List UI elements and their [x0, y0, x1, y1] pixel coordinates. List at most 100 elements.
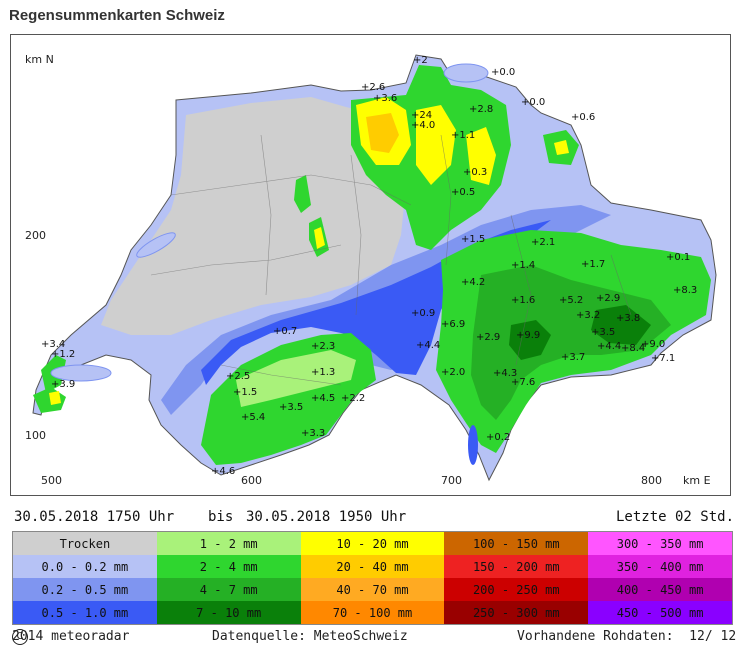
rain-value-label: +4.3: [493, 368, 517, 379]
rain-value-label: +3.2: [576, 310, 600, 321]
dark-green-east: [471, 265, 671, 420]
rain-value-label: +0.0: [491, 67, 515, 78]
yellow-cell-geneva: [49, 391, 61, 405]
rain-value-label: +2.3: [311, 341, 335, 352]
legend-cell: 2 - 4 mm: [156, 555, 301, 578]
legend-cell: 350 - 400 mm: [588, 555, 732, 578]
rain-value-label: +9.9: [516, 330, 540, 341]
rain-value-label: +0.0: [521, 97, 545, 108]
rain-value-label: +1.3: [311, 367, 335, 378]
rain-value-label: +0.3: [463, 167, 487, 178]
y-tick-100: 100: [25, 429, 46, 442]
legend-cell: 0.2 - 0.5 mm: [13, 578, 157, 601]
rain-value-label: +8.3: [673, 285, 697, 296]
rain-value-label: +7.1: [651, 353, 675, 364]
yellow-cell-north-3: [466, 127, 496, 185]
switzerland-map-svg: km N km E 200 100 500 600 700 800 +2 +0.0…: [25, 53, 717, 487]
rain-value-label: +2.6: [361, 82, 385, 93]
rain-value-label: +4.4: [416, 340, 440, 351]
rain-value-label: +2.2: [341, 393, 365, 404]
lake-neuchatel: [136, 232, 176, 258]
legend-cell: 300 - 350 mm: [588, 532, 732, 555]
time-period: Letzte 02 Std.: [616, 509, 735, 525]
legend-cell: 250 - 300 mm: [444, 601, 589, 624]
rain-value-label: +9.0: [641, 339, 665, 350]
dry-area-west: [101, 97, 406, 335]
legend-cell: 100 - 150 mm: [444, 532, 589, 555]
canton-borders: [150, 134, 632, 386]
rain-value-label: +0.1: [666, 252, 690, 263]
legend-cell: 20 - 40 mm: [300, 555, 445, 578]
legend-cell: 40 - 70 mm: [300, 578, 445, 601]
rain-value-label: +2.9: [476, 332, 500, 343]
rain-value-label: +4.4: [597, 341, 621, 352]
copyright-text: 2014 meteoradar: [12, 629, 130, 644]
x-tick-600: 600: [241, 474, 262, 487]
legend-cell: 10 - 20 mm: [300, 532, 445, 555]
rain-value-label: +0.5: [451, 187, 475, 198]
rain-value-label: +1.5: [233, 387, 257, 398]
copyright-icon: C: [12, 629, 28, 645]
time-separator: bis: [208, 509, 234, 525]
rain-value-label: +1.5: [461, 234, 485, 245]
rain-value-label: +1.7: [581, 259, 605, 270]
rain-value-label: +8.4: [621, 343, 645, 354]
x-tick-700: 700: [441, 474, 462, 487]
rain-value-label: +3.5: [591, 327, 615, 338]
rain-value-label: +3.8: [616, 313, 640, 324]
rain-value-label: +1.1: [451, 130, 475, 141]
rain-value-label: +2.5: [226, 371, 250, 382]
rain-value-labels: +2 +0.0 +2.6+3.6 +24+4.0 +2.8 +1.1 +0.0 +0.3 +0.…: [41, 55, 697, 477]
rain-map: km N km E 200 100 500 600 700 800 +2 +0.0…: [10, 34, 731, 496]
rain-value-label: +5.2: [559, 295, 583, 306]
legend-cell: 0.0 - 0.2 mm: [13, 555, 157, 578]
legend-cell: Trocken: [13, 532, 157, 555]
legend-cell: 400 - 450 mm: [588, 578, 732, 601]
rain-value-label: +3.5: [279, 402, 303, 413]
orange-cell-north: [366, 113, 399, 153]
rain-value-label: +2.0: [441, 367, 465, 378]
rain-value-label: +6.9: [441, 319, 465, 330]
legend-cell: 1 - 2 mm: [156, 532, 301, 555]
rain-value-label: +0.2: [486, 432, 510, 443]
y-tick-200: 200: [25, 229, 46, 242]
rain-value-label: +0.6: [571, 112, 595, 123]
rain-value-label: +3.7: [561, 352, 585, 363]
raw-data-available: Vorhandene Rohdaten: 12/ 12: [517, 629, 737, 644]
km-east-label: km E: [683, 474, 711, 487]
rain-value-label: +7.6: [511, 377, 535, 388]
precipitation-legend: Trocken 1 - 2 mm 10 - 20 mm 100 - 150 mm 300…: [12, 531, 733, 625]
rain-value-label: +2: [413, 55, 428, 66]
rain-value-label: +3.3: [301, 428, 325, 439]
rain-value-label: +4.2: [461, 277, 485, 288]
legend-cell: 4 - 7 mm: [156, 578, 301, 601]
time-range-row: 30.05.2018 1750 Uhr bis 30.05.2018 1950 …: [14, 509, 734, 529]
lake-constance: [443, 63, 489, 83]
rain-value-label: +24: [411, 110, 432, 121]
rain-value-label: +1.6: [511, 295, 535, 306]
legend-cell: 7 - 10 mm: [156, 601, 301, 624]
km-north-label: km N: [25, 53, 54, 66]
rain-value-label: +2.1: [531, 237, 555, 248]
yellow-cell-northeast: [554, 140, 569, 155]
x-tick-500: 500: [41, 474, 62, 487]
legend-cell: 0.5 - 1.0 mm: [13, 601, 157, 624]
rain-value-label: +4.0: [411, 120, 435, 131]
rain-value-label: +2.9: [596, 293, 620, 304]
legend-cell: 70 - 100 mm: [300, 601, 445, 624]
rain-value-label: +2.8: [469, 104, 493, 115]
rain-value-label: +0.9: [411, 308, 435, 319]
time-to: 30.05.2018 1950 Uhr: [246, 509, 407, 525]
deepest-green-east-2: [591, 305, 651, 345]
rain-value-label: +5.4: [241, 412, 265, 423]
green-cell-west-1: [294, 175, 311, 213]
rain-value-label: +3.6: [373, 93, 397, 104]
rain-value-label: +0.7: [273, 326, 297, 337]
lake-maggiore: [468, 425, 478, 465]
rain-value-label: +1.2: [51, 349, 75, 360]
rain-value-label: +4.6: [211, 466, 235, 477]
rain-value-label: +1.4: [511, 260, 535, 271]
page-title: Regensummenkarten Schweiz: [9, 7, 225, 24]
legend-cell: 450 - 500 mm: [588, 601, 732, 624]
x-tick-800: 800: [641, 474, 662, 487]
